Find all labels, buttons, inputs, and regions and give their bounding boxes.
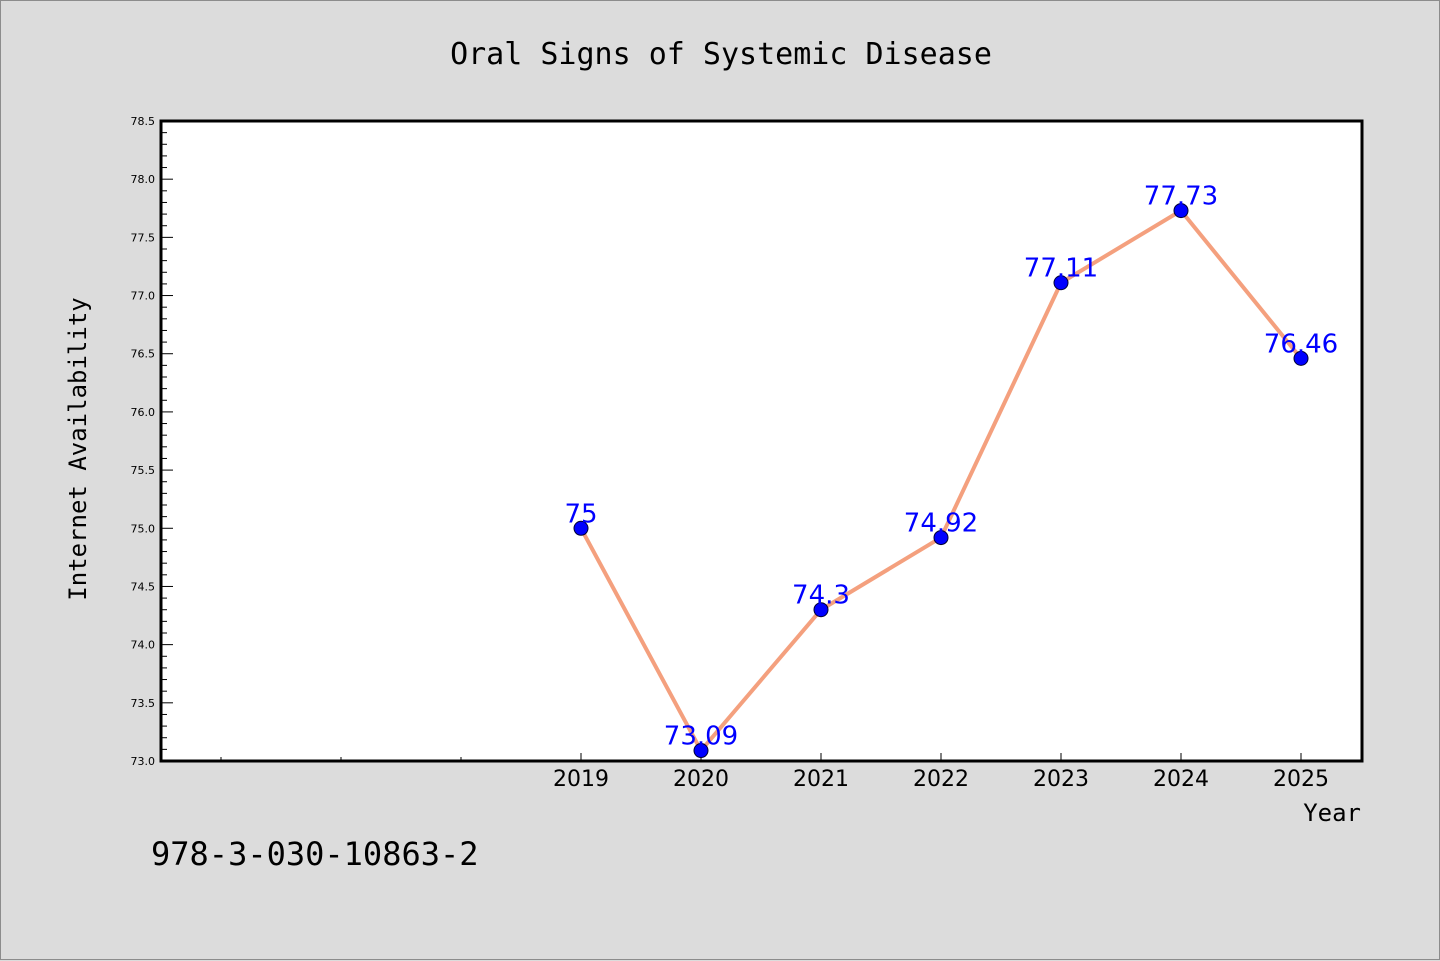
data-point: [573, 520, 589, 536]
y-tick-label: 74.0: [131, 639, 156, 652]
plot-area: [159, 119, 1364, 763]
x-tick-label: 2021: [793, 767, 849, 792]
y-tick-label: 77.5: [131, 231, 156, 244]
x-tick-label: 2025: [1273, 767, 1329, 792]
y-tick-label: 75.0: [131, 522, 156, 535]
x-axis-label: Year: [1303, 799, 1361, 827]
data-label: 76.46: [1264, 329, 1338, 359]
data-point: [1293, 350, 1309, 366]
data-label: 75: [564, 499, 597, 529]
y-tick-label: 76.0: [131, 406, 156, 419]
data-label: 73.09: [664, 722, 738, 752]
x-tick-label: 2024: [1153, 767, 1209, 792]
data-point: [1053, 275, 1069, 291]
y-tick-label: 78.0: [131, 173, 156, 186]
y-axis-label: Internet Availability: [64, 297, 92, 600]
data-label: 74.92: [904, 509, 978, 539]
x-tick-label: 2023: [1033, 767, 1089, 792]
x-axis-ticks: 2019 2020 2021 2022 2023 2024 2025: [220, 753, 1329, 792]
data-label: 77.11: [1024, 254, 1098, 284]
x-tick-label: 2020: [673, 767, 729, 792]
chart-title: Oral Signs of Systemic Disease: [450, 37, 992, 72]
y-tick-label: 76.5: [131, 348, 156, 361]
data-point: [1173, 203, 1189, 219]
data-label: 74.3: [792, 581, 850, 611]
data-point: [813, 602, 829, 618]
y-tick-label: 78.5: [131, 115, 156, 128]
data-point: [933, 530, 949, 546]
y-tick-label: 74.5: [131, 580, 156, 593]
x-tick-label: 2022: [913, 767, 969, 792]
data-label: 77.73: [1144, 182, 1218, 212]
footnote-isbn: 978-3-030-10863-2: [151, 835, 479, 873]
data-point: [693, 743, 709, 759]
y-tick-label: 73.5: [131, 697, 156, 710]
y-tick-label: 73.0: [131, 755, 156, 768]
y-tick-label: 75.5: [131, 464, 156, 477]
series-layer: 75 73.09 74.3 74.92 77.11 77.73 76.46: [564, 182, 1338, 759]
x-tick-label: 2019: [553, 767, 609, 792]
y-tick-label: 77.0: [131, 290, 156, 303]
y-axis-ticks: 73.0 73.5 74.0 74.5 75.0 75.5 76.0 76.5 77.0 77.5…: [131, 115, 173, 768]
